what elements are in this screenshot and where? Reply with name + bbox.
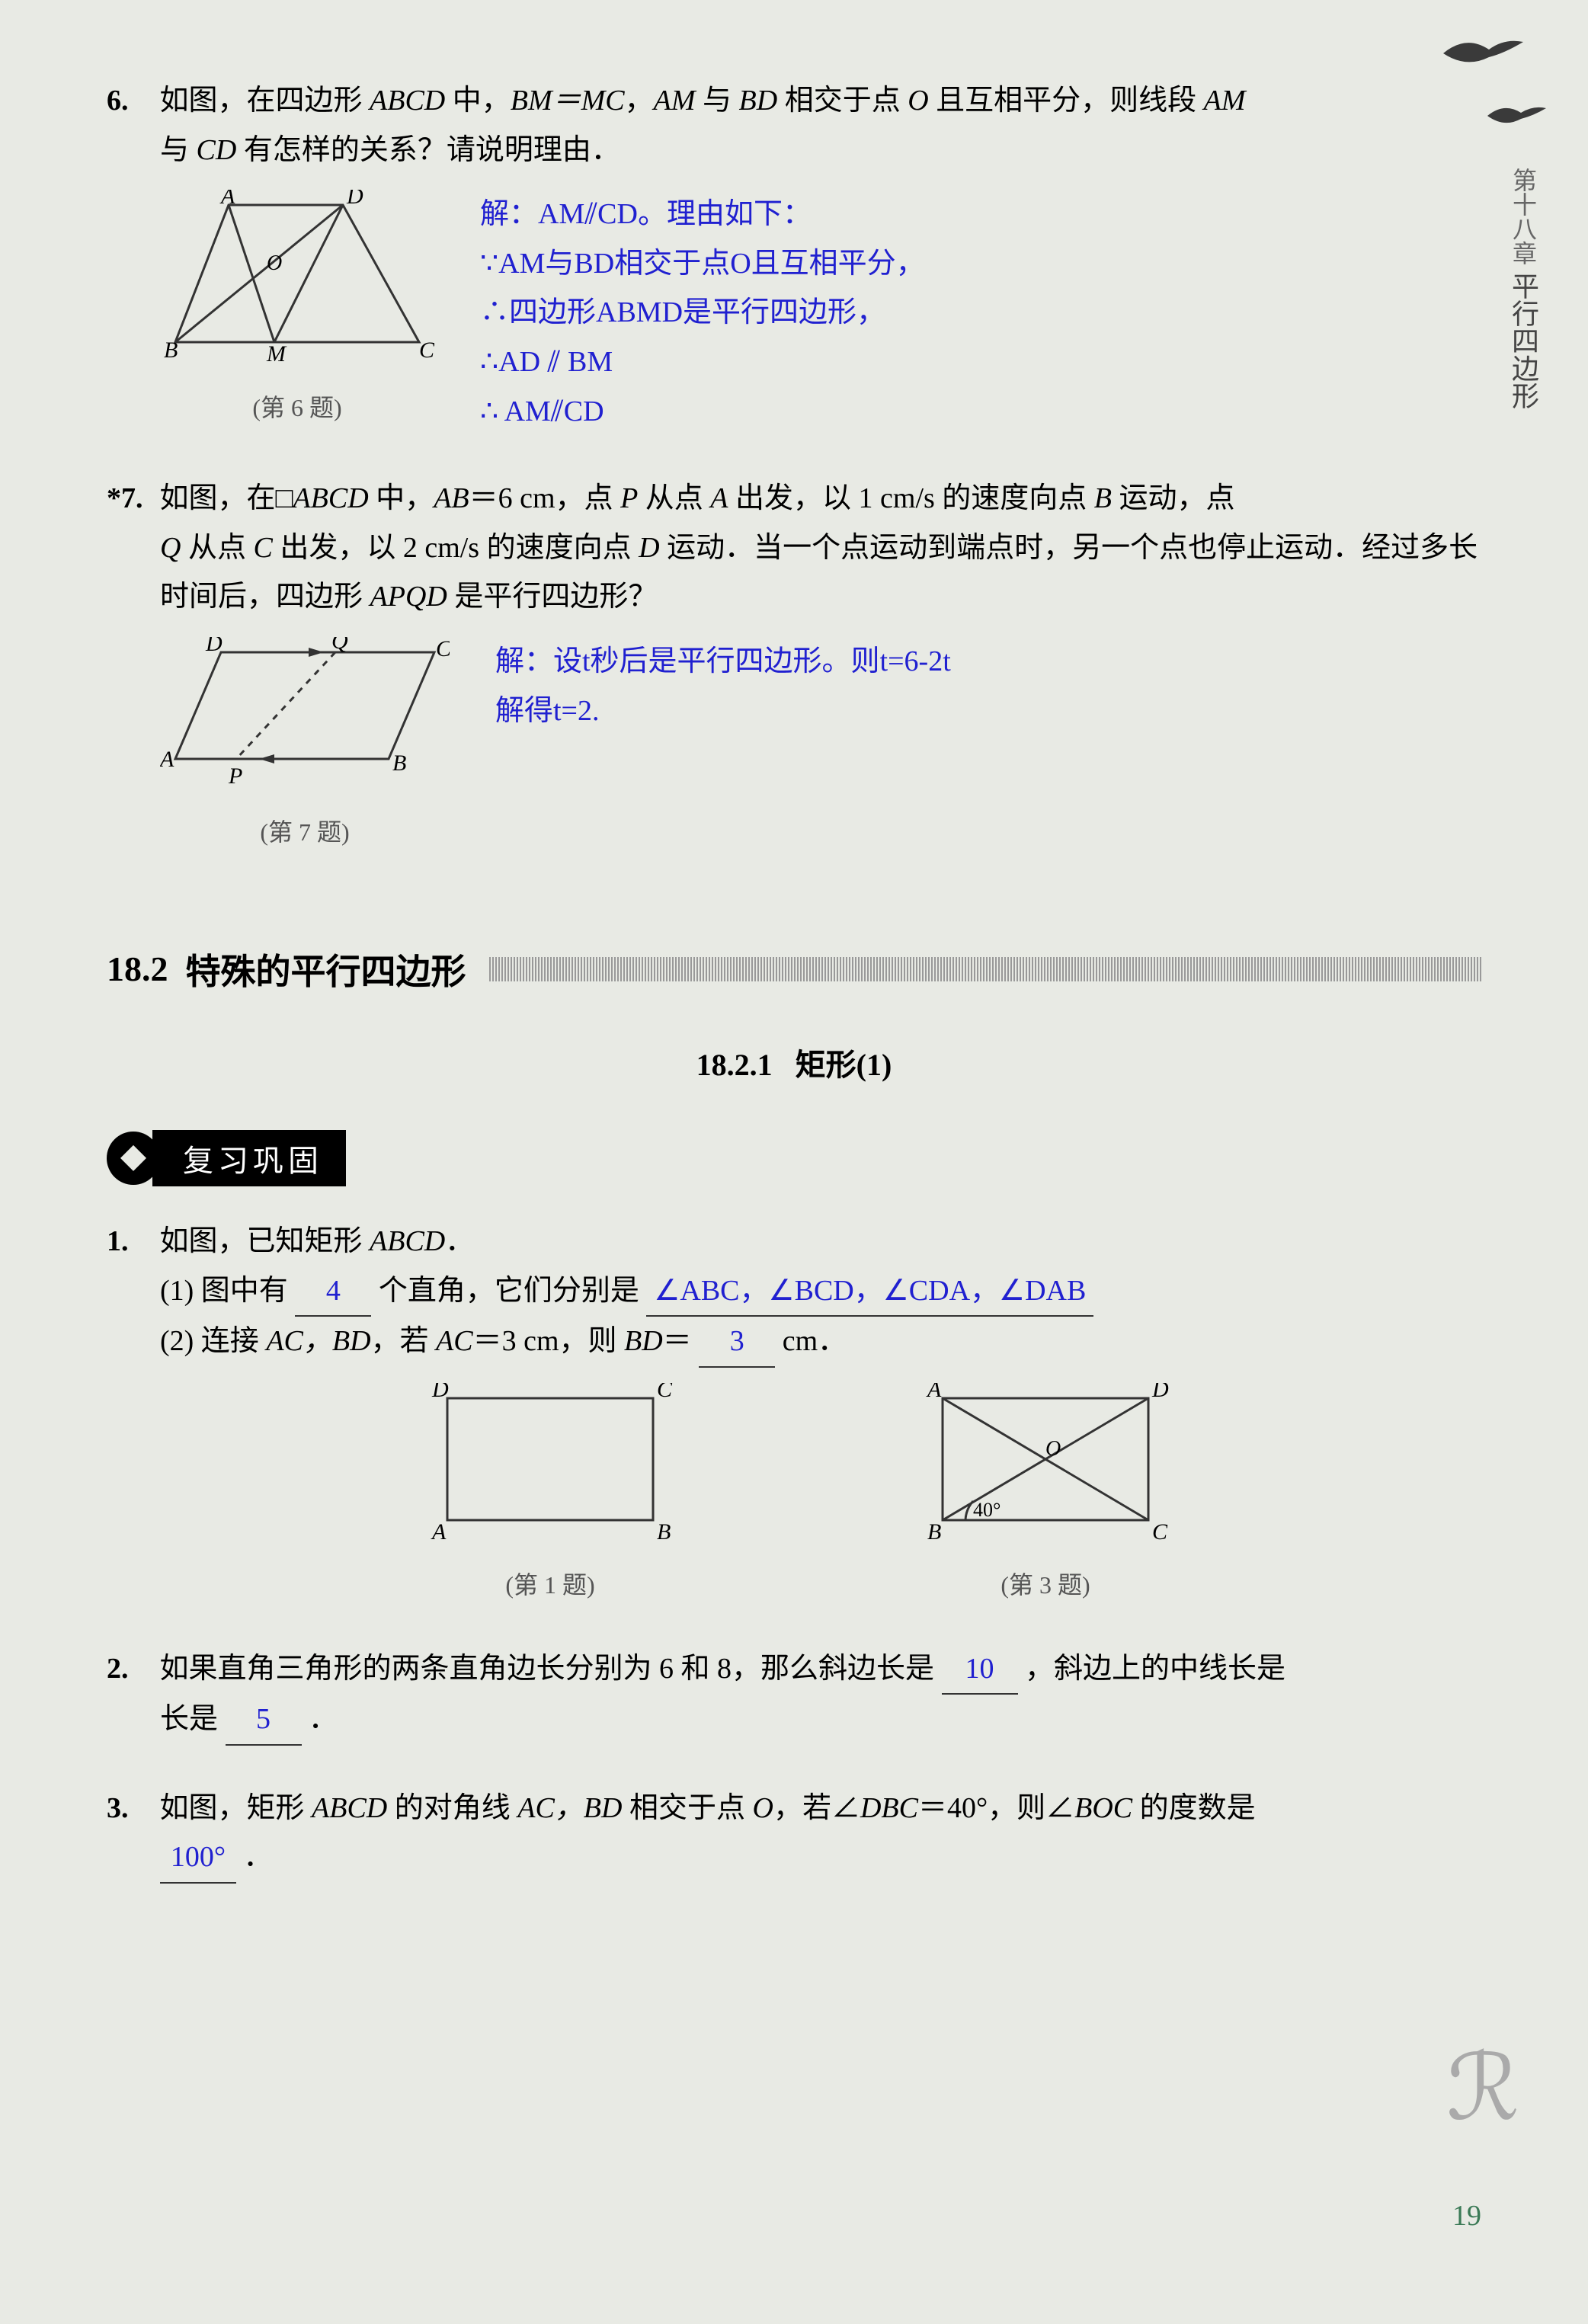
svg-text:C: C [1152, 1519, 1168, 1543]
blank-r1-angles: ∠ABC，∠BCD，∠CDA，∠DAB [646, 1266, 1093, 1317]
problem-6: 6. 如图，在四边形 ABCD 中，BM＝MC，AM 与 BD 相交于点 O 且… [107, 76, 1481, 436]
solution-6: 解：AM⫽CD。理由如下： ∵AM与BD相交于点O且互相平分， ∴四边形ABMD… [480, 190, 925, 436]
svg-text:D: D [346, 190, 363, 209]
bird-icon [1436, 30, 1527, 76]
svg-text:A: A [926, 1383, 942, 1402]
problem-r1: 1. 如图，已知矩形 ABCD． (1) 图中有 4 个直角，它们分别是 ∠AB… [107, 1217, 1481, 1606]
svg-text:B: B [164, 338, 178, 363]
blank-r1-2: 3 [699, 1317, 775, 1368]
svg-text:A: A [219, 190, 235, 209]
stripe [489, 957, 1482, 981]
side-title: 平行四边形 [1508, 272, 1538, 409]
svg-text:D: D [205, 637, 223, 656]
problem-r3: 3. 如图，矩形 ABCD 的对角线 AC，BD 相交于点 O，若∠DBC＝40… [107, 1784, 1481, 1884]
figure-6-svg: A D B C M O [160, 190, 434, 365]
figure-r3-caption: (第 3 题) [920, 1564, 1171, 1605]
figure-r3: A D B C O 40° (第 3 题) [920, 1383, 1171, 1606]
sub-section: 18.2.1 矩形(1) [107, 1040, 1481, 1084]
svg-text:C: C [419, 338, 434, 363]
blank-r1-1: 4 [295, 1266, 371, 1317]
problem-number: 3. [107, 1784, 152, 1833]
svg-text:O: O [1045, 1437, 1061, 1461]
svg-text:C: C [436, 637, 450, 661]
figure-7: D C A B Q P (第 7 题) [160, 637, 450, 853]
svg-text:B: B [392, 751, 406, 776]
svg-text:M: M [266, 341, 287, 365]
figure-r3-svg: A D B C O 40° [920, 1383, 1171, 1543]
page-number: 19 [1452, 2199, 1481, 2233]
badge: 复习巩固 [107, 1130, 1481, 1186]
bird-icon [1481, 99, 1550, 133]
problem-r2: 2. 如果直角三角形的两条直角边长分别为 6 和 8，那么斜边长是 10 ，斜边… [107, 1644, 1481, 1746]
figure-6: A D B C M O (第 6 题) [160, 190, 434, 428]
problem-number: 6. [107, 76, 152, 126]
figure-r1-caption: (第 1 题) [424, 1564, 676, 1605]
solution-7: 解：设t秒后是平行四边形。则t=6-2t 解得t=2. [495, 637, 951, 735]
badge-icon [107, 1132, 160, 1185]
figure-r1-svg: D C A B [424, 1383, 676, 1543]
svg-text:B: B [927, 1519, 941, 1543]
side-chapter: 第十八章 [1510, 168, 1537, 265]
problem-number: 1. [107, 1217, 152, 1266]
problem-7: *7. 如图，在□ABCD 中，AB＝6 cm，点 P 从点 A 出发，以 1 … [107, 474, 1481, 853]
blank-r2-1: 10 [942, 1644, 1018, 1695]
side-label: 第十八章 平行四边形 [1504, 168, 1542, 409]
svg-text:C: C [657, 1383, 673, 1402]
blank-r2-2: 5 [226, 1695, 302, 1746]
figure-7-svg: D C A B Q P [160, 637, 450, 789]
svg-text:Q: Q [331, 637, 348, 654]
svg-text:40°: 40° [973, 1499, 1001, 1521]
badge-label: 复习巩固 [152, 1130, 346, 1186]
svg-text:A: A [160, 747, 174, 772]
svg-text:O: O [267, 251, 282, 275]
svg-text:B: B [657, 1519, 671, 1543]
svg-text:D: D [431, 1383, 449, 1402]
problem-number: 2. [107, 1644, 152, 1694]
figure-6-caption: (第 6 题) [160, 387, 434, 428]
svg-text:A: A [431, 1519, 447, 1543]
blank-r3: 100° [160, 1833, 236, 1884]
svg-text:D: D [1151, 1383, 1169, 1402]
figure-7-caption: (第 7 题) [160, 811, 450, 853]
problem-number: *7. [107, 474, 152, 523]
section-title: 18.2 特殊的平行四边形 [107, 944, 1481, 994]
figure-r1: D C A B (第 1 题) [424, 1383, 676, 1606]
logo-r: ℛ [1446, 2035, 1519, 2141]
svg-text:P: P [228, 763, 242, 789]
